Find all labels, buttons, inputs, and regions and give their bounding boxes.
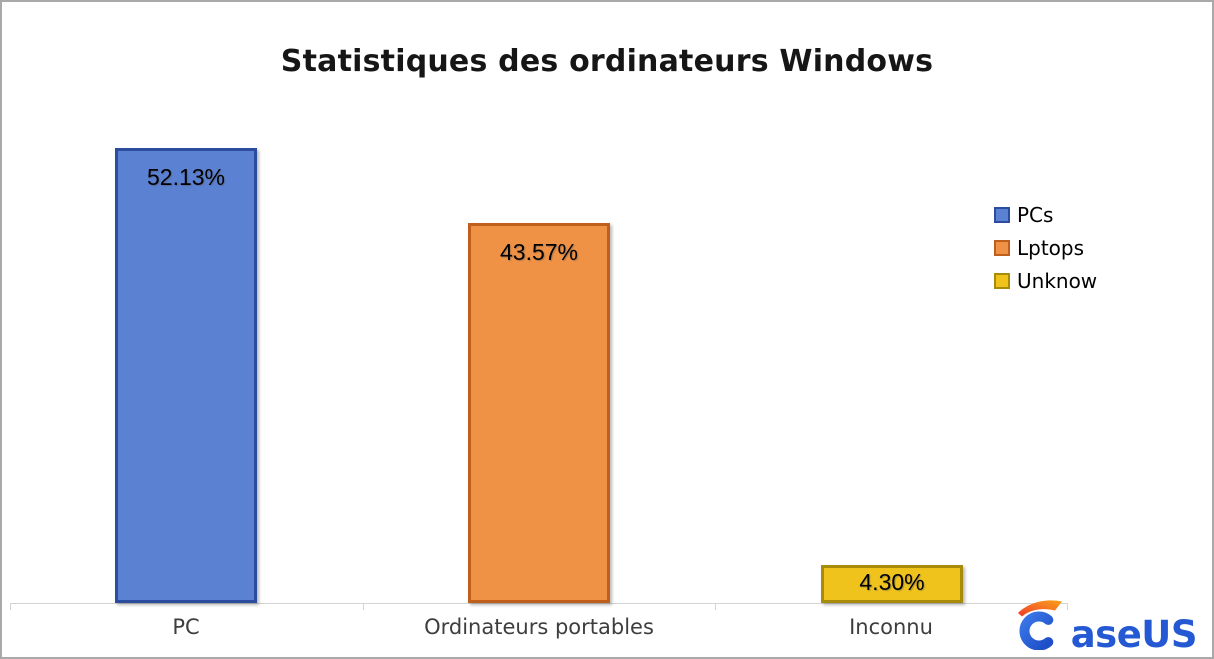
bar-value-label: 4.30% <box>859 569 925 595</box>
x-axis-label: Inconnu <box>849 615 933 639</box>
bar-unknow: 4.30% <box>821 565 963 603</box>
bar-pcs: 52.13% <box>115 148 257 603</box>
legend: PCs Lptops Unknow <box>994 198 1097 297</box>
x-axis-label: Ordinateurs portables <box>424 615 654 639</box>
x-axis-line <box>10 603 1068 604</box>
axis-tick <box>363 603 364 610</box>
axis-tick <box>715 603 716 610</box>
legend-item-lptops: Lptops <box>994 231 1097 264</box>
legend-swatch-icon <box>994 206 1010 223</box>
easeus-logo: aseUS <box>1015 598 1198 656</box>
legend-swatch-icon <box>994 239 1010 256</box>
logo-e-arc-icon <box>1019 611 1054 650</box>
legend-item-unknow: Unknow <box>994 264 1097 297</box>
bar-lptops: 43.57% <box>468 223 610 603</box>
easeus-logo-icon <box>1017 600 1062 650</box>
x-axis-label: PC <box>172 615 200 639</box>
legend-swatch-icon <box>994 272 1010 289</box>
chart-title: Statistiques des ordinateurs Windows <box>280 44 934 79</box>
easeus-wordmark: aseUS <box>1070 612 1198 656</box>
legend-item-pcs: PCs <box>994 198 1097 231</box>
legend-label: Unknow <box>1017 268 1098 293</box>
logo-swoosh-icon <box>1017 600 1062 617</box>
legend-label: Lptops <box>1017 235 1085 260</box>
bar-value-label: 43.57% <box>499 239 578 265</box>
axis-tick <box>10 603 11 610</box>
bar-value-label: 52.13% <box>146 164 225 190</box>
legend-label: PCs <box>1017 202 1054 227</box>
plot-area: 52.13% 43.57% 4.30% <box>10 2 1068 610</box>
axis-tick <box>1067 603 1068 610</box>
